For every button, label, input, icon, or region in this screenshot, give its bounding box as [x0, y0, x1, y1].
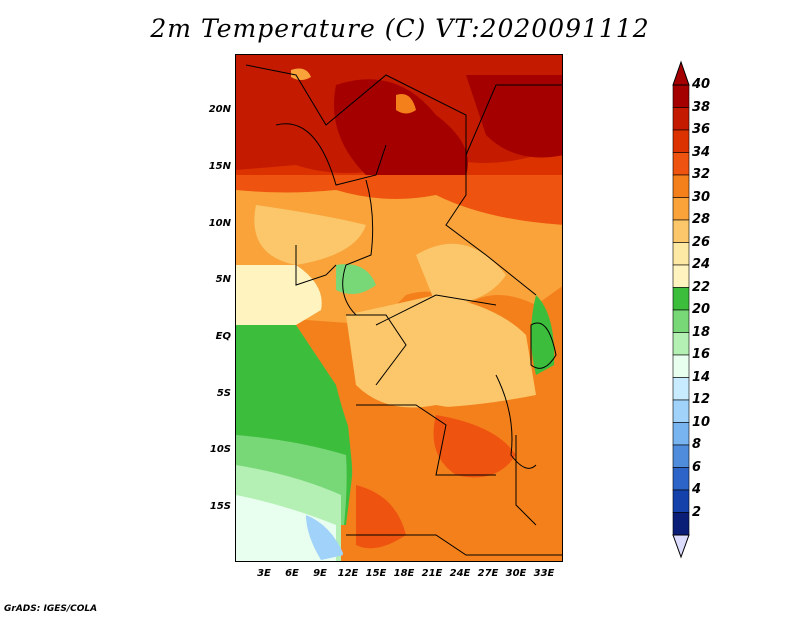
colorbar-box — [672, 512, 690, 536]
colorbar-label: 20 — [692, 302, 711, 317]
lon-label-18e: 18E — [393, 568, 415, 579]
colorbar-box — [672, 174, 690, 198]
lat-label-10s: 10S — [209, 444, 231, 455]
colorbar-box — [672, 107, 690, 131]
highlands-green — [336, 264, 376, 294]
colorbar-label: 28 — [692, 212, 711, 227]
border-line — [346, 314, 407, 386]
border-line — [515, 435, 537, 526]
lon-label-3e: 3E — [257, 568, 271, 579]
colorbar-box — [672, 489, 690, 513]
congo-basin — [346, 295, 536, 409]
lon-label-24e: 24E — [449, 568, 471, 579]
colorbar-label: 10 — [692, 414, 711, 430]
colorbar-label: 30 — [692, 189, 711, 205]
colorbar-box — [672, 332, 690, 356]
lon-label-6e: 6E — [285, 568, 299, 579]
ocean-cold — [236, 495, 336, 561]
colorbar-label: 34 — [692, 144, 711, 160]
colorbar-box — [672, 242, 690, 266]
border-line — [275, 123, 387, 186]
colorbar-label: 4 — [692, 482, 702, 497]
mountain-cool-spot — [396, 94, 416, 114]
savannah-cooler — [254, 205, 366, 265]
colorbar-label: 32 — [692, 167, 711, 182]
lake-tanganyika-outline — [495, 374, 537, 469]
colorbar-label: 24 — [692, 257, 711, 272]
border-line — [295, 245, 337, 286]
lon-label-21e: 21E — [421, 568, 443, 579]
savannah-cooler-2 — [416, 243, 506, 305]
southern-hot-1 — [433, 415, 516, 478]
lon-label-12e: 12E — [337, 568, 359, 579]
border-line — [245, 64, 562, 156]
colorbar-label: 8 — [692, 437, 702, 452]
colorbar-top-arrow — [672, 60, 690, 86]
lat-label-15s: 15S — [209, 501, 231, 512]
sahel-band — [236, 175, 562, 225]
colorbar-box — [672, 467, 690, 491]
border-line — [356, 404, 496, 476]
lon-label-9e: 9E — [313, 568, 327, 579]
colorbar-label: 38 — [692, 99, 711, 115]
lake-victoria-highlands — [531, 295, 555, 375]
colorbar-label: 26 — [692, 234, 711, 250]
colorbar-box — [672, 84, 690, 108]
lat-label-20n: 20N — [208, 104, 231, 115]
colorbar-box — [672, 377, 690, 401]
lat-label-15n: 15N — [208, 161, 231, 172]
country-borders — [245, 64, 562, 556]
colorbar-box — [672, 309, 690, 333]
ocean-upwelling — [306, 515, 344, 560]
colorbar-label: 18 — [692, 324, 711, 340]
colorbar-box — [672, 197, 690, 221]
chart-title: 2m Temperature (C) VT:2020091112 — [150, 14, 650, 43]
lon-label-33e: 33E — [533, 568, 555, 579]
colorbar-box — [672, 264, 690, 288]
colorbar — [672, 60, 690, 559]
lon-label-15e: 15E — [365, 568, 387, 579]
border-line — [346, 534, 562, 556]
mountain-cool-spot-2 — [291, 68, 311, 80]
hot-core-2 — [466, 75, 562, 158]
colorbar-box — [672, 422, 690, 446]
colorbar-label: 14 — [692, 369, 711, 385]
colorbar-box — [672, 354, 690, 378]
border-line — [375, 294, 497, 326]
colorbar-box — [672, 219, 690, 243]
map-canvas — [236, 55, 562, 561]
colorbar-label: 36 — [692, 122, 711, 137]
colorbar-boxes — [672, 84, 690, 536]
colorbar-label: 16 — [692, 347, 711, 362]
colorbar-label: 40 — [692, 77, 711, 92]
coastal-cool-zone — [236, 265, 322, 325]
colorbar-box — [672, 399, 690, 423]
lon-label-30e: 30E — [505, 568, 527, 579]
lat-label-5n: 5N — [215, 274, 231, 285]
lat-label-eq: EQ — [215, 331, 231, 342]
hot-core-1 — [334, 79, 468, 175]
temperature-map — [235, 54, 563, 562]
colorbar-box — [672, 129, 690, 153]
credit-text: GrADS: IGES/COLA — [4, 604, 98, 614]
colorbar-label: 2 — [692, 504, 702, 520]
colorbar-label: 6 — [692, 459, 702, 475]
southern-hot-2 — [356, 485, 406, 549]
colorbar-label: 12 — [692, 392, 711, 407]
lat-label-10n: 10N — [208, 218, 231, 229]
colorbar-box — [672, 444, 690, 468]
border-line — [445, 155, 537, 296]
lon-label-27e: 27E — [477, 568, 499, 579]
colorbar-label: 22 — [692, 279, 711, 295]
lat-label-5s: 5S — [216, 388, 231, 399]
lake-victoria-outline — [530, 322, 557, 369]
colorbar-box — [672, 287, 690, 311]
colorbar-box — [672, 152, 690, 176]
border-line — [342, 179, 374, 316]
colorbar-bottom-arrow — [672, 534, 690, 559]
sahara-transition — [236, 145, 562, 175]
